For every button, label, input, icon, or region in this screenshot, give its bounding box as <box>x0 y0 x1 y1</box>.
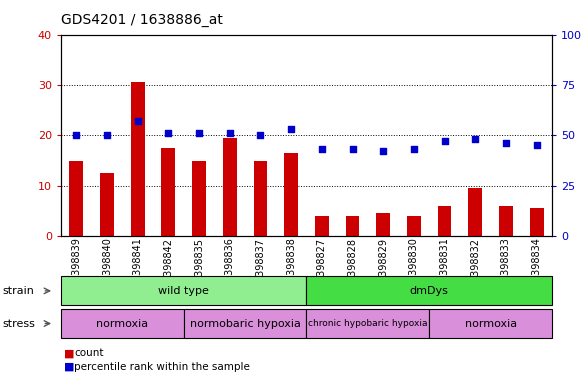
Point <box>532 142 541 149</box>
Text: chronic hypobaric hypoxia: chronic hypobaric hypoxia <box>308 319 428 328</box>
Bar <box>499 206 513 236</box>
Text: normoxia: normoxia <box>465 318 517 329</box>
Text: wild type: wild type <box>158 286 209 296</box>
Text: ■: ■ <box>64 348 74 358</box>
Point <box>256 132 265 139</box>
Point <box>409 146 418 152</box>
Bar <box>376 214 390 236</box>
Point <box>133 118 142 124</box>
Text: dmDys: dmDys <box>410 286 449 296</box>
Text: strain: strain <box>3 286 35 296</box>
Bar <box>61 309 184 338</box>
Bar <box>284 153 298 236</box>
Point <box>440 138 449 144</box>
Bar <box>131 83 145 236</box>
Text: normobaric hypoxia: normobaric hypoxia <box>189 318 300 329</box>
Point <box>501 141 511 147</box>
Bar <box>253 161 267 236</box>
Point <box>317 146 327 152</box>
Bar <box>346 216 360 236</box>
Bar <box>468 188 482 236</box>
Bar <box>61 276 307 305</box>
Point <box>195 130 204 136</box>
Bar <box>70 161 83 236</box>
Text: ■: ■ <box>64 362 74 372</box>
Bar <box>307 309 429 338</box>
Bar <box>184 309 307 338</box>
Bar <box>315 216 329 236</box>
Point <box>286 126 296 132</box>
Text: normoxia: normoxia <box>96 318 148 329</box>
Text: percentile rank within the sample: percentile rank within the sample <box>74 362 250 372</box>
Bar <box>429 309 552 338</box>
Text: GDS4201 / 1638886_at: GDS4201 / 1638886_at <box>61 13 223 27</box>
Bar <box>162 148 175 236</box>
Point <box>471 136 480 142</box>
Text: count: count <box>74 348 104 358</box>
Point <box>164 130 173 136</box>
Bar <box>437 206 451 236</box>
Bar <box>223 138 236 236</box>
Point <box>102 132 112 139</box>
Bar <box>192 161 206 236</box>
Bar <box>407 216 421 236</box>
Bar <box>530 209 543 236</box>
Point <box>225 130 234 136</box>
Point <box>348 146 357 152</box>
Text: stress: stress <box>3 318 36 329</box>
Point <box>379 149 388 155</box>
Bar <box>307 276 552 305</box>
Point <box>71 132 81 139</box>
Bar <box>100 173 114 236</box>
